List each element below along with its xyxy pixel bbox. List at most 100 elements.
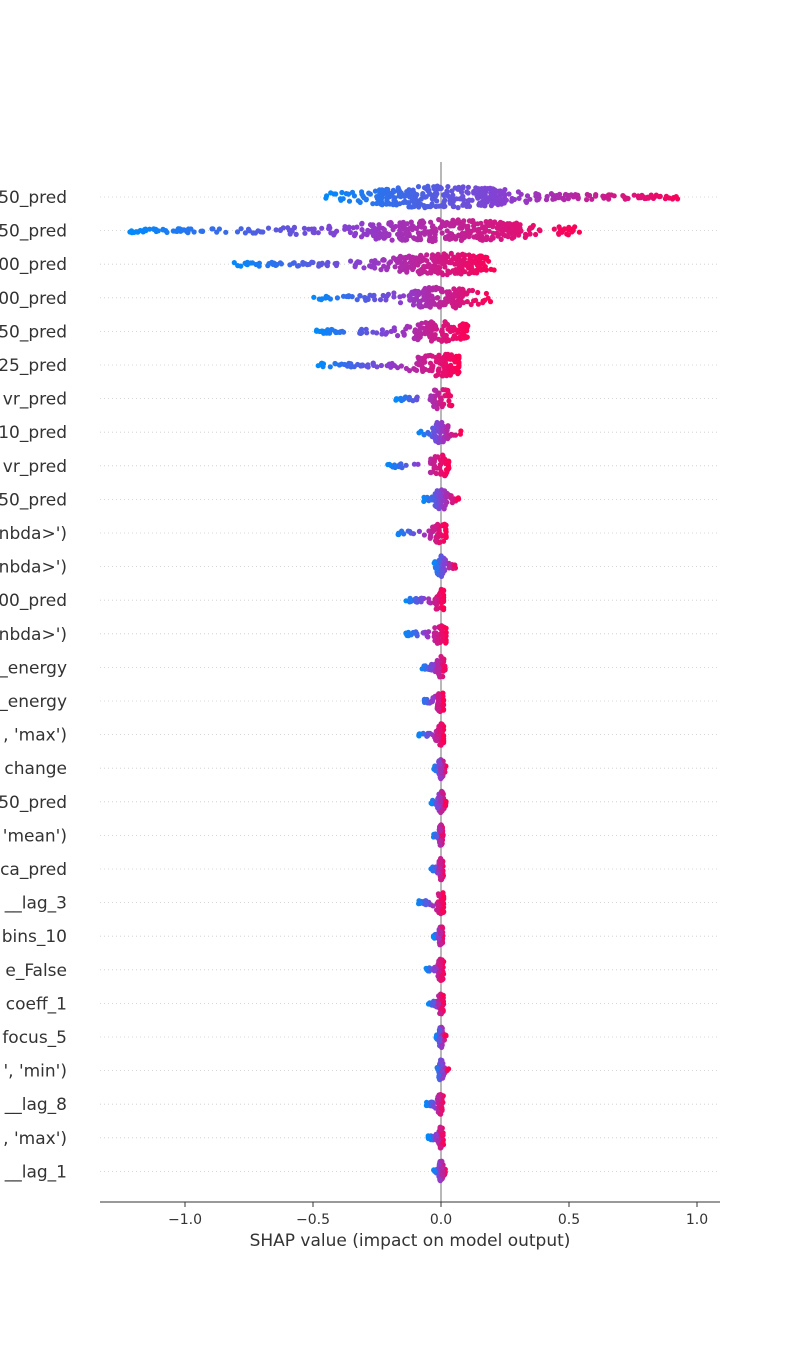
- feature-dots: [425, 991, 447, 1017]
- shap-point: [415, 262, 421, 268]
- shap-point: [572, 192, 579, 198]
- feature-label: 00_pred: [0, 591, 67, 611]
- shap-point: [486, 228, 492, 234]
- shap-point: [418, 595, 424, 602]
- shap-point: [477, 258, 483, 265]
- shap-point: [536, 227, 543, 233]
- shap-point: [435, 805, 441, 811]
- shap-point: [478, 231, 484, 237]
- shap-point: [384, 194, 390, 201]
- feature-dots: [431, 1158, 448, 1184]
- shap-point: [435, 665, 441, 672]
- shap-point: [438, 358, 444, 364]
- shap-point: [470, 227, 477, 233]
- shap-point: [482, 203, 488, 209]
- shap-point: [461, 335, 467, 341]
- x-tick-label: −0.5: [296, 1212, 330, 1228]
- shap-point: [374, 364, 380, 370]
- shap-point: [438, 899, 444, 905]
- feature-label: __lag_8: [4, 1095, 67, 1115]
- shap-point: [435, 705, 441, 711]
- feature-label: 00_pred: [0, 289, 67, 309]
- shap-point: [434, 488, 440, 494]
- shap-point: [587, 192, 593, 199]
- shap-point: [457, 431, 463, 437]
- shap-point: [516, 232, 522, 238]
- shap-point: [480, 224, 486, 230]
- shap-point: [302, 230, 308, 236]
- shap-point: [429, 353, 435, 359]
- shap-point: [561, 226, 568, 232]
- shap-point: [438, 570, 444, 576]
- shap-point: [425, 1135, 431, 1142]
- shap-point: [442, 319, 448, 325]
- shap-point: [413, 255, 419, 261]
- shap-point: [453, 300, 459, 306]
- shap-point: [437, 1145, 443, 1151]
- shap-point: [326, 330, 333, 336]
- shap-point: [437, 265, 443, 271]
- shap-point: [357, 293, 363, 299]
- shap-point: [428, 395, 434, 401]
- shap-point: [310, 229, 316, 235]
- shap-point: [423, 353, 429, 359]
- shap-point: [449, 500, 455, 506]
- shap-point: [397, 227, 403, 234]
- shap-point: [499, 228, 505, 234]
- shap-point: [445, 336, 451, 343]
- feature-dots: [311, 284, 494, 311]
- shap-point: [608, 192, 615, 198]
- shap-point: [140, 229, 146, 235]
- shap-point: [430, 461, 436, 467]
- shap-point: [429, 229, 435, 235]
- shap-point: [352, 262, 359, 268]
- feature-dots: [431, 553, 458, 580]
- shap-point: [348, 364, 354, 370]
- feature-dots: [425, 1124, 447, 1151]
- shap-point: [439, 1158, 445, 1164]
- shap-point: [415, 184, 422, 190]
- shap-point: [434, 198, 440, 204]
- shap-point: [435, 295, 441, 301]
- shap-point: [315, 230, 321, 236]
- shap-point: [311, 294, 317, 300]
- shap-point: [320, 361, 327, 367]
- shap-point: [437, 874, 443, 880]
- shap-point: [455, 329, 461, 335]
- shap-point: [434, 564, 440, 570]
- shap-point: [440, 336, 447, 342]
- shap-point: [416, 356, 422, 362]
- shap-point: [423, 900, 429, 907]
- shap-point: [245, 226, 252, 232]
- shap-point: [440, 1075, 446, 1081]
- shap-point: [428, 456, 434, 462]
- shap-point: [432, 322, 438, 329]
- shap-point: [440, 437, 446, 444]
- shap-point: [444, 228, 450, 234]
- shap-point: [364, 232, 370, 238]
- shap-point: [289, 228, 295, 234]
- shap-point: [321, 330, 327, 336]
- shap-point: [436, 1027, 442, 1033]
- shap-point: [390, 227, 396, 233]
- feature-dots: [416, 890, 447, 917]
- shap-point: [377, 297, 384, 303]
- shap-point: [445, 254, 451, 260]
- shap-point: [474, 221, 481, 227]
- shap-point: [439, 230, 445, 236]
- shap-point: [434, 606, 440, 612]
- shap-point: [389, 237, 395, 243]
- shap-point: [445, 184, 451, 190]
- shap-point: [439, 1131, 445, 1137]
- shap-point: [401, 222, 407, 228]
- feature-label: 10_pred: [0, 423, 67, 443]
- shap-point: [436, 557, 442, 564]
- feature-label: change: [4, 759, 67, 779]
- shap-point: [359, 326, 365, 332]
- feature-label: __lag_1: [4, 1162, 67, 1182]
- shap-point: [410, 531, 417, 537]
- shap-point: [518, 191, 524, 197]
- shap-point: [449, 231, 455, 237]
- shap-point: [456, 355, 462, 361]
- shap-point: [397, 256, 403, 262]
